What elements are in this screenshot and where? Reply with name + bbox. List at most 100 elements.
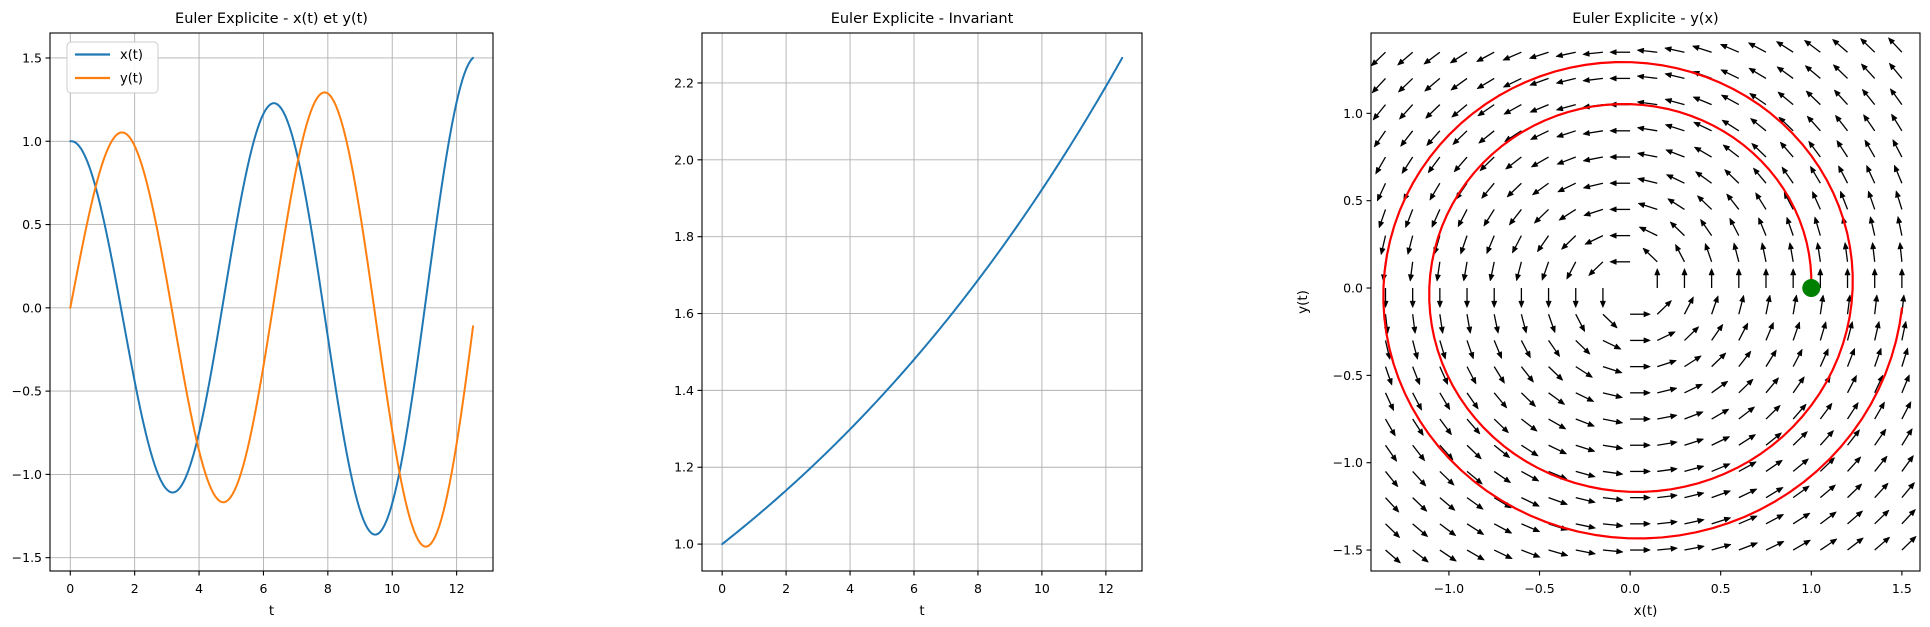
quiver-arrow-head [1696, 517, 1705, 525]
y-tick-label: 1.0 [1343, 106, 1363, 121]
quiver-arrow-shaft [1588, 182, 1604, 188]
x-tick-label: −1.0 [1434, 581, 1464, 596]
quiver-arrow-shaft [1588, 51, 1603, 55]
quiver-arrow-shaft [1517, 261, 1523, 276]
quiver-arrow-head [1429, 192, 1436, 201]
quiver-arrow-shaft [1456, 130, 1468, 142]
quiver-arrow-shaft [1684, 329, 1696, 341]
quiver-arrow-shaft [1866, 118, 1876, 132]
quiver-arrow-shaft [1642, 49, 1658, 53]
quiver-arrow-head [1722, 463, 1731, 470]
quiver-arrow-shaft [1782, 120, 1794, 132]
quiver-arrow-head [1742, 322, 1749, 331]
quiver-arrow-shaft [1602, 339, 1617, 348]
quiver-arrow-head [1663, 46, 1672, 53]
quiver-arrow-head [1693, 146, 1702, 153]
quiver-arrow-shaft [1792, 488, 1806, 499]
quiver-arrow-shaft [1738, 517, 1753, 525]
quiver-arrow-head [1696, 195, 1705, 203]
quiver-arrow-head [1696, 438, 1705, 445]
quiver-arrow-head [1693, 355, 1702, 363]
quiver-arrow-shaft [1589, 235, 1604, 243]
quiver-arrow-head [1897, 241, 1904, 250]
quiver-arrow-shaft [1657, 388, 1672, 394]
quiver-arrow-shaft [1493, 314, 1498, 329]
quiver-arrow-shaft [1433, 209, 1441, 223]
quiver-arrow-head [1776, 541, 1785, 547]
quiver-arrow-head [1491, 300, 1498, 309]
quiver-arrow-head [1664, 149, 1673, 156]
quiver-arrow-head [1587, 446, 1596, 453]
x-tick-label: 8 [324, 581, 332, 596]
quiver-arrow-shaft [1753, 95, 1767, 106]
quiver-arrow-head [1391, 479, 1399, 488]
quiver-arrow-head [1373, 139, 1381, 148]
quiver-arrow-shaft [1412, 366, 1419, 381]
quiver-arrow-head [1609, 258, 1617, 265]
quiver-arrow-head [1720, 69, 1729, 76]
quiver-arrow-shaft [1384, 340, 1390, 355]
quiver-arrow-shaft [1738, 382, 1750, 394]
quiver-arrow-head [1529, 106, 1538, 113]
quiver-arrow-shaft [1657, 442, 1672, 446]
quiver-arrow-head [1436, 300, 1443, 309]
quiver-arrow-head [1723, 543, 1732, 550]
quiver-arrow-head [1532, 551, 1541, 558]
quiver-arrow-head [1802, 485, 1810, 493]
quiver-arrow-shaft [1384, 418, 1394, 432]
quiver-arrow-shaft [1535, 130, 1549, 138]
quiver-arrow-head [1773, 404, 1781, 413]
quiver-arrow-head [1452, 137, 1460, 146]
quiver-arrow-head [1409, 300, 1416, 309]
quiver-arrow-head [1502, 81, 1511, 88]
quiver-arrow-head [1637, 202, 1646, 209]
quiver-arrow-shaft [1490, 261, 1495, 276]
quiver-arrow-shaft [1493, 444, 1506, 455]
quiver-arrow-shaft [1792, 300, 1797, 315]
quiver-arrow-head [1412, 352, 1419, 361]
quiver-arrow-shaft [1564, 235, 1577, 247]
quiver-arrow-head [1669, 413, 1678, 420]
quiver-arrow-head [1856, 537, 1864, 545]
grid-lines [702, 33, 1142, 571]
quiver-arrow-shaft [1819, 353, 1827, 367]
quiver-arrow-head [1493, 326, 1500, 335]
quiver-arrow-head [1503, 108, 1512, 115]
quiver-arrow-shaft [1819, 487, 1832, 499]
quiver-arrow-shaft [1642, 76, 1658, 80]
quiver-arrow-head [1669, 359, 1678, 366]
quiver-arrow-shaft [1642, 153, 1658, 158]
x-tick-label: 2 [131, 581, 139, 596]
quiver-arrow-shaft [1483, 156, 1495, 168]
quiver-arrow-head [1718, 352, 1727, 360]
quiver-arrow-head [1572, 300, 1579, 309]
subplot-2: 0 2 4 6 8 10 12 1.0 1.2 1.4 1.6 1.8 2.0 2.2 Euler Expl… [674, 11, 1143, 619]
quiver-arrow-head [1776, 513, 1785, 521]
quiver-arrow-head [1746, 378, 1754, 386]
quiver-arrow-shaft [1792, 434, 1805, 446]
quiver-arrow-shaft [1439, 340, 1445, 355]
quiver-arrow-head [1521, 325, 1528, 334]
quiver-arrow-shaft [1507, 77, 1522, 86]
quiver-arrow-head [1667, 198, 1675, 205]
quiver-arrow-shaft [1819, 326, 1825, 341]
quiver-arrow-shaft [1408, 235, 1414, 250]
quiver-arrow-head [1555, 373, 1564, 381]
quiver-arrow-head [1407, 274, 1415, 282]
quiver-arrow-shaft [1384, 471, 1396, 484]
quiver-arrow-head [1642, 247, 1650, 255]
quiver-arrow-head [1888, 62, 1896, 71]
quiver-arrow-shaft [1507, 51, 1522, 59]
tick-labels: 0 2 4 6 8 10 12 −1.5 −1.0 −0.5 0.0 0.5 1.0 1.5 [12, 50, 465, 596]
quiver-arrow-head [1518, 300, 1525, 309]
quiver-arrow-head [1390, 454, 1398, 463]
quiver-arrow-head [1541, 273, 1548, 282]
y-tick-label: −0.5 [1333, 368, 1363, 383]
quiver-arrow-shaft [1840, 170, 1849, 184]
quiver-arrow-shaft [1381, 235, 1387, 250]
quiver-arrow-shaft [1406, 209, 1414, 223]
quiver-arrow-head [1859, 37, 1868, 46]
quiver-arrow-head [1609, 232, 1617, 239]
quiver-arrow-shaft [1734, 248, 1740, 262]
quiver-arrow-head [1664, 72, 1673, 79]
